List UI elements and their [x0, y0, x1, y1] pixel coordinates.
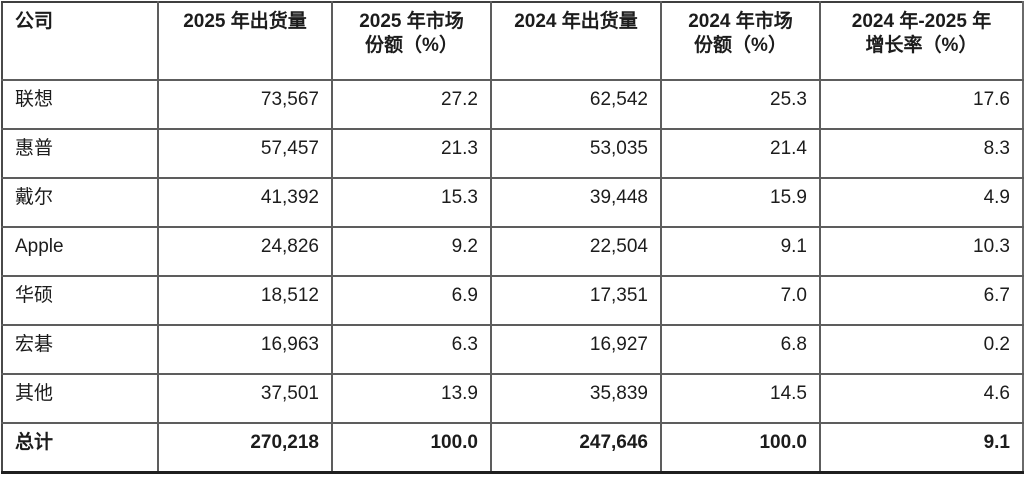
- value-cell: 21.4: [660, 128, 821, 179]
- value-cell: 16,963: [157, 324, 333, 375]
- table-row: 华硕 18,512 6.9 17,351 7.0 6.7: [1, 275, 1024, 326]
- company-cell: Apple: [1, 226, 159, 277]
- value-cell: 9.1: [819, 422, 1024, 474]
- value-cell: 53,035: [490, 128, 662, 179]
- table-row: 惠普 57,457 21.3 53,035 21.4 8.3: [1, 128, 1024, 179]
- table-body: 联想 73,567 27.2 62,542 25.3 17.6 惠普 57,457 21.3 53…: [1, 79, 1024, 474]
- column-header-company: 公司: [1, 1, 159, 81]
- table-row: Apple 24,826 9.2 22,504 9.1 10.3: [1, 226, 1024, 277]
- value-cell: 14.5: [660, 373, 821, 424]
- value-cell: 4.9: [819, 177, 1024, 228]
- value-cell: 39,448: [490, 177, 662, 228]
- table-row: 联想 73,567 27.2 62,542 25.3 17.6: [1, 79, 1024, 130]
- column-header-shipments-2025: 2025 年出货量: [157, 1, 333, 81]
- value-cell: 41,392: [157, 177, 333, 228]
- company-cell: 惠普: [1, 128, 159, 179]
- value-cell: 27.2: [331, 79, 492, 130]
- value-cell: 247,646: [490, 422, 662, 474]
- company-cell: 总计: [1, 422, 159, 474]
- company-cell: 联想: [1, 79, 159, 130]
- value-cell: 8.3: [819, 128, 1024, 179]
- value-cell: 57,457: [157, 128, 333, 179]
- table-row: 戴尔 41,392 15.3 39,448 15.9 4.9: [1, 177, 1024, 228]
- value-cell: 10.3: [819, 226, 1024, 277]
- column-header-shipments-2024: 2024 年出货量: [490, 1, 662, 81]
- value-cell: 17,351: [490, 275, 662, 326]
- value-cell: 4.6: [819, 373, 1024, 424]
- value-cell: 270,218: [157, 422, 333, 474]
- value-cell: 16,927: [490, 324, 662, 375]
- value-cell: 35,839: [490, 373, 662, 424]
- column-header-growth: 2024 年-2025 年 增长率（%）: [819, 1, 1024, 81]
- table-row: 宏碁 16,963 6.3 16,927 6.8 0.2: [1, 324, 1024, 375]
- company-cell: 宏碁: [1, 324, 159, 375]
- value-cell: 73,567: [157, 79, 333, 130]
- value-cell: 0.2: [819, 324, 1024, 375]
- value-cell: 7.0: [660, 275, 821, 326]
- value-cell: 6.8: [660, 324, 821, 375]
- value-cell: 18,512: [157, 275, 333, 326]
- value-cell: 22,504: [490, 226, 662, 277]
- value-cell: 13.9: [331, 373, 492, 424]
- value-cell: 21.3: [331, 128, 492, 179]
- value-cell: 25.3: [660, 79, 821, 130]
- column-header-share-2024: 2024 年市场 份额（%）: [660, 1, 821, 81]
- value-cell: 6.9: [331, 275, 492, 326]
- value-cell: 9.1: [660, 226, 821, 277]
- column-header-share-2025: 2025 年市场 份额（%）: [331, 1, 492, 81]
- table-row: 其他 37,501 13.9 35,839 14.5 4.6: [1, 373, 1024, 424]
- value-cell: 17.6: [819, 79, 1024, 130]
- value-cell: 6.7: [819, 275, 1024, 326]
- company-cell: 华硕: [1, 275, 159, 326]
- value-cell: 100.0: [660, 422, 821, 474]
- total-row: 总计 270,218 100.0 247,646 100.0 9.1: [1, 422, 1024, 474]
- value-cell: 15.3: [331, 177, 492, 228]
- company-cell: 戴尔: [1, 177, 159, 228]
- header-row: 公司 2025 年出货量 2025 年市场 份额（%） 2024 年出货量 2024 年…: [1, 1, 1024, 81]
- value-cell: 9.2: [331, 226, 492, 277]
- value-cell: 15.9: [660, 177, 821, 228]
- value-cell: 24,826: [157, 226, 333, 277]
- value-cell: 37,501: [157, 373, 333, 424]
- company-cell: 其他: [1, 373, 159, 424]
- value-cell: 6.3: [331, 324, 492, 375]
- pc-shipment-table: 公司 2025 年出货量 2025 年市场 份额（%） 2024 年出货量 2024 年…: [1, 1, 1024, 474]
- value-cell: 100.0: [331, 422, 492, 474]
- value-cell: 62,542: [490, 79, 662, 130]
- table-header: 公司 2025 年出货量 2025 年市场 份额（%） 2024 年出货量 2024 年…: [1, 1, 1024, 81]
